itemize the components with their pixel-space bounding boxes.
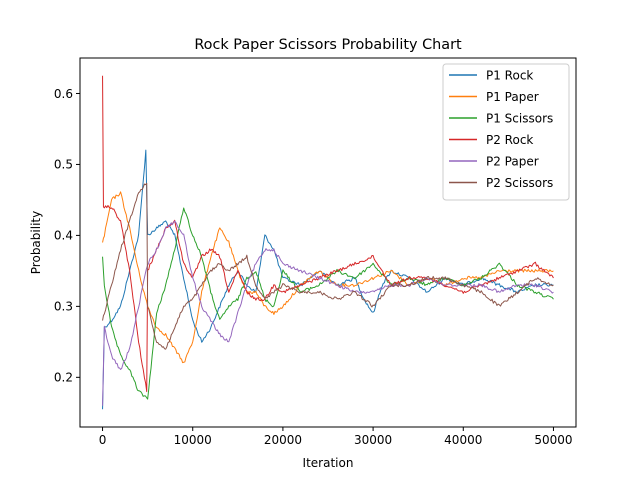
y-axis: 0.2 0.3 0.4 0.5 0.6 xyxy=(54,87,80,385)
y-tick-label: 0.3 xyxy=(54,300,73,314)
legend-entry-label: P1 Scissors xyxy=(486,111,553,125)
y-tick-label: 0.5 xyxy=(54,158,73,172)
x-tick-label: 30000 xyxy=(354,433,392,447)
y-axis-label: Probability xyxy=(29,211,43,274)
x-tick-label: 10000 xyxy=(174,433,212,447)
legend-frame xyxy=(442,63,570,201)
series-line-p2-paper xyxy=(102,220,554,406)
legend-entry-label: P1 Paper xyxy=(486,90,539,104)
legend-entry-label: P1 Rock xyxy=(486,68,533,82)
y-tick-label: 0.4 xyxy=(54,229,73,243)
x-axis: 0 10000 20000 30000 40000 50000 xyxy=(99,427,573,447)
series-line-p1-rock xyxy=(102,149,554,410)
x-tick-label: 40000 xyxy=(444,433,482,447)
plot-frame xyxy=(79,57,577,428)
x-tick-label: 20000 xyxy=(264,433,302,447)
legend-entry-label: P2 Rock xyxy=(486,133,533,147)
series-line-p1-paper xyxy=(102,191,554,364)
x-axis-label: Iteration xyxy=(303,456,354,470)
x-tick-label: 0 xyxy=(99,433,107,447)
chart-title: Rock Paper Scissors Probability Chart xyxy=(194,37,462,53)
legend: P1 Rock P1 Paper P1 Scissors P2 Rock P2 Pape… xyxy=(442,63,570,201)
legend-entry-label: P2 Paper xyxy=(486,154,539,168)
plot-lines xyxy=(102,75,554,410)
y-tick-label: 0.6 xyxy=(54,87,73,101)
x-tick-label: 50000 xyxy=(534,433,572,447)
series-line-p2-scissors xyxy=(102,182,554,350)
y-tick-label: 0.2 xyxy=(54,371,73,385)
series-line-p1-scissors xyxy=(102,207,554,400)
legend-entry-label: P2 Scissors xyxy=(486,176,553,190)
